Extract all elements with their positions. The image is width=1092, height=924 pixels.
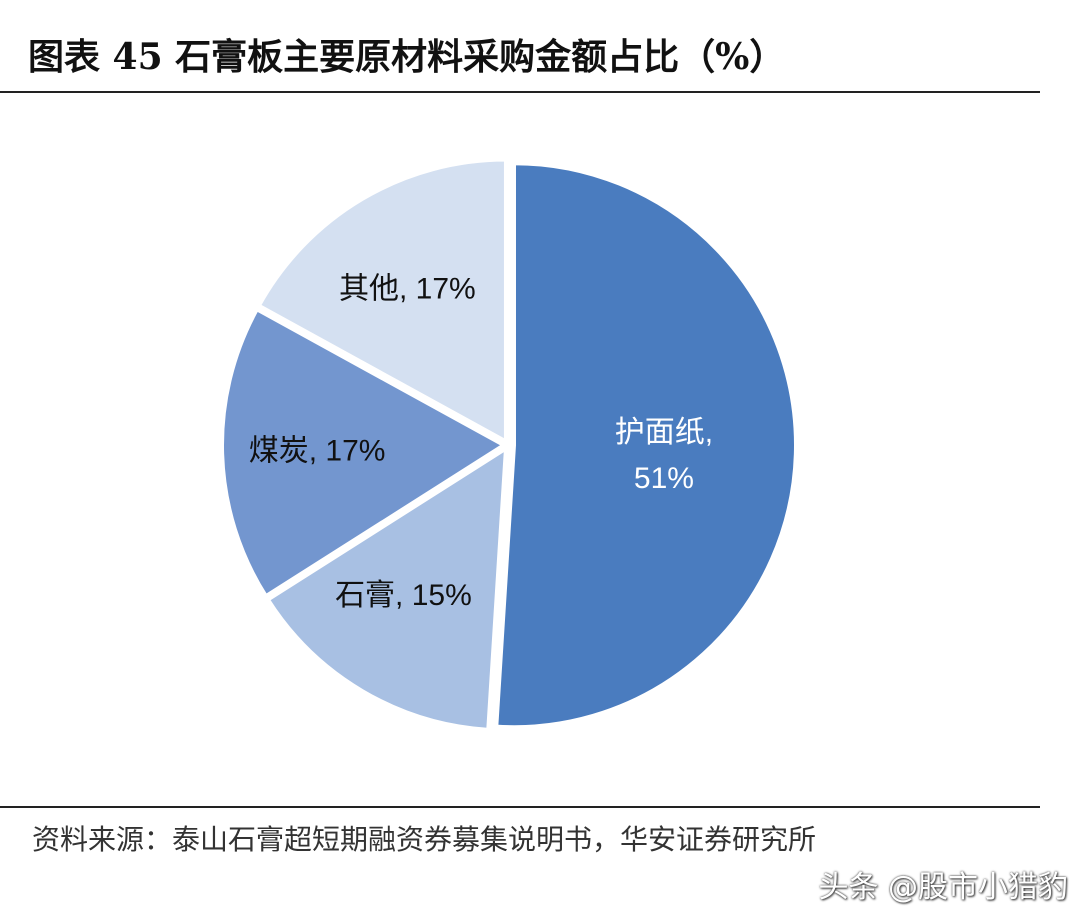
source-note: 资料来源：泰山石膏超短期融资券募集说明书，华安证券研究所 (32, 823, 817, 856)
pie-slice-label-3: 其他, 17% (339, 272, 476, 305)
pie-slice-label-2: 煤炭, 17% (249, 435, 386, 468)
pie-slice-0 (494, 161, 798, 730)
pie-slice-2 (220, 307, 507, 599)
watermark: 头条 @股市小猎豹 (818, 870, 1068, 905)
chart-title: 图表 45 石膏板主要原材料采购金额占比（%） (28, 36, 786, 78)
pie-slice-3 (256, 157, 508, 444)
pie-chart: 护面纸, 51% 石膏, 15% 煤炭, 17% 其他, 17% (0, 100, 1092, 800)
pie-slice-1 (265, 446, 508, 732)
pie-slice-label-1: 石膏, 15% (335, 579, 472, 612)
title-divider (0, 91, 1040, 93)
pie-slice-label-0: 护面纸, 51% (615, 416, 713, 495)
pie-chart-svg: 护面纸, 51% 石膏, 15% 煤炭, 17% 其他, 17% (220, 157, 798, 732)
source-divider (0, 806, 1040, 808)
